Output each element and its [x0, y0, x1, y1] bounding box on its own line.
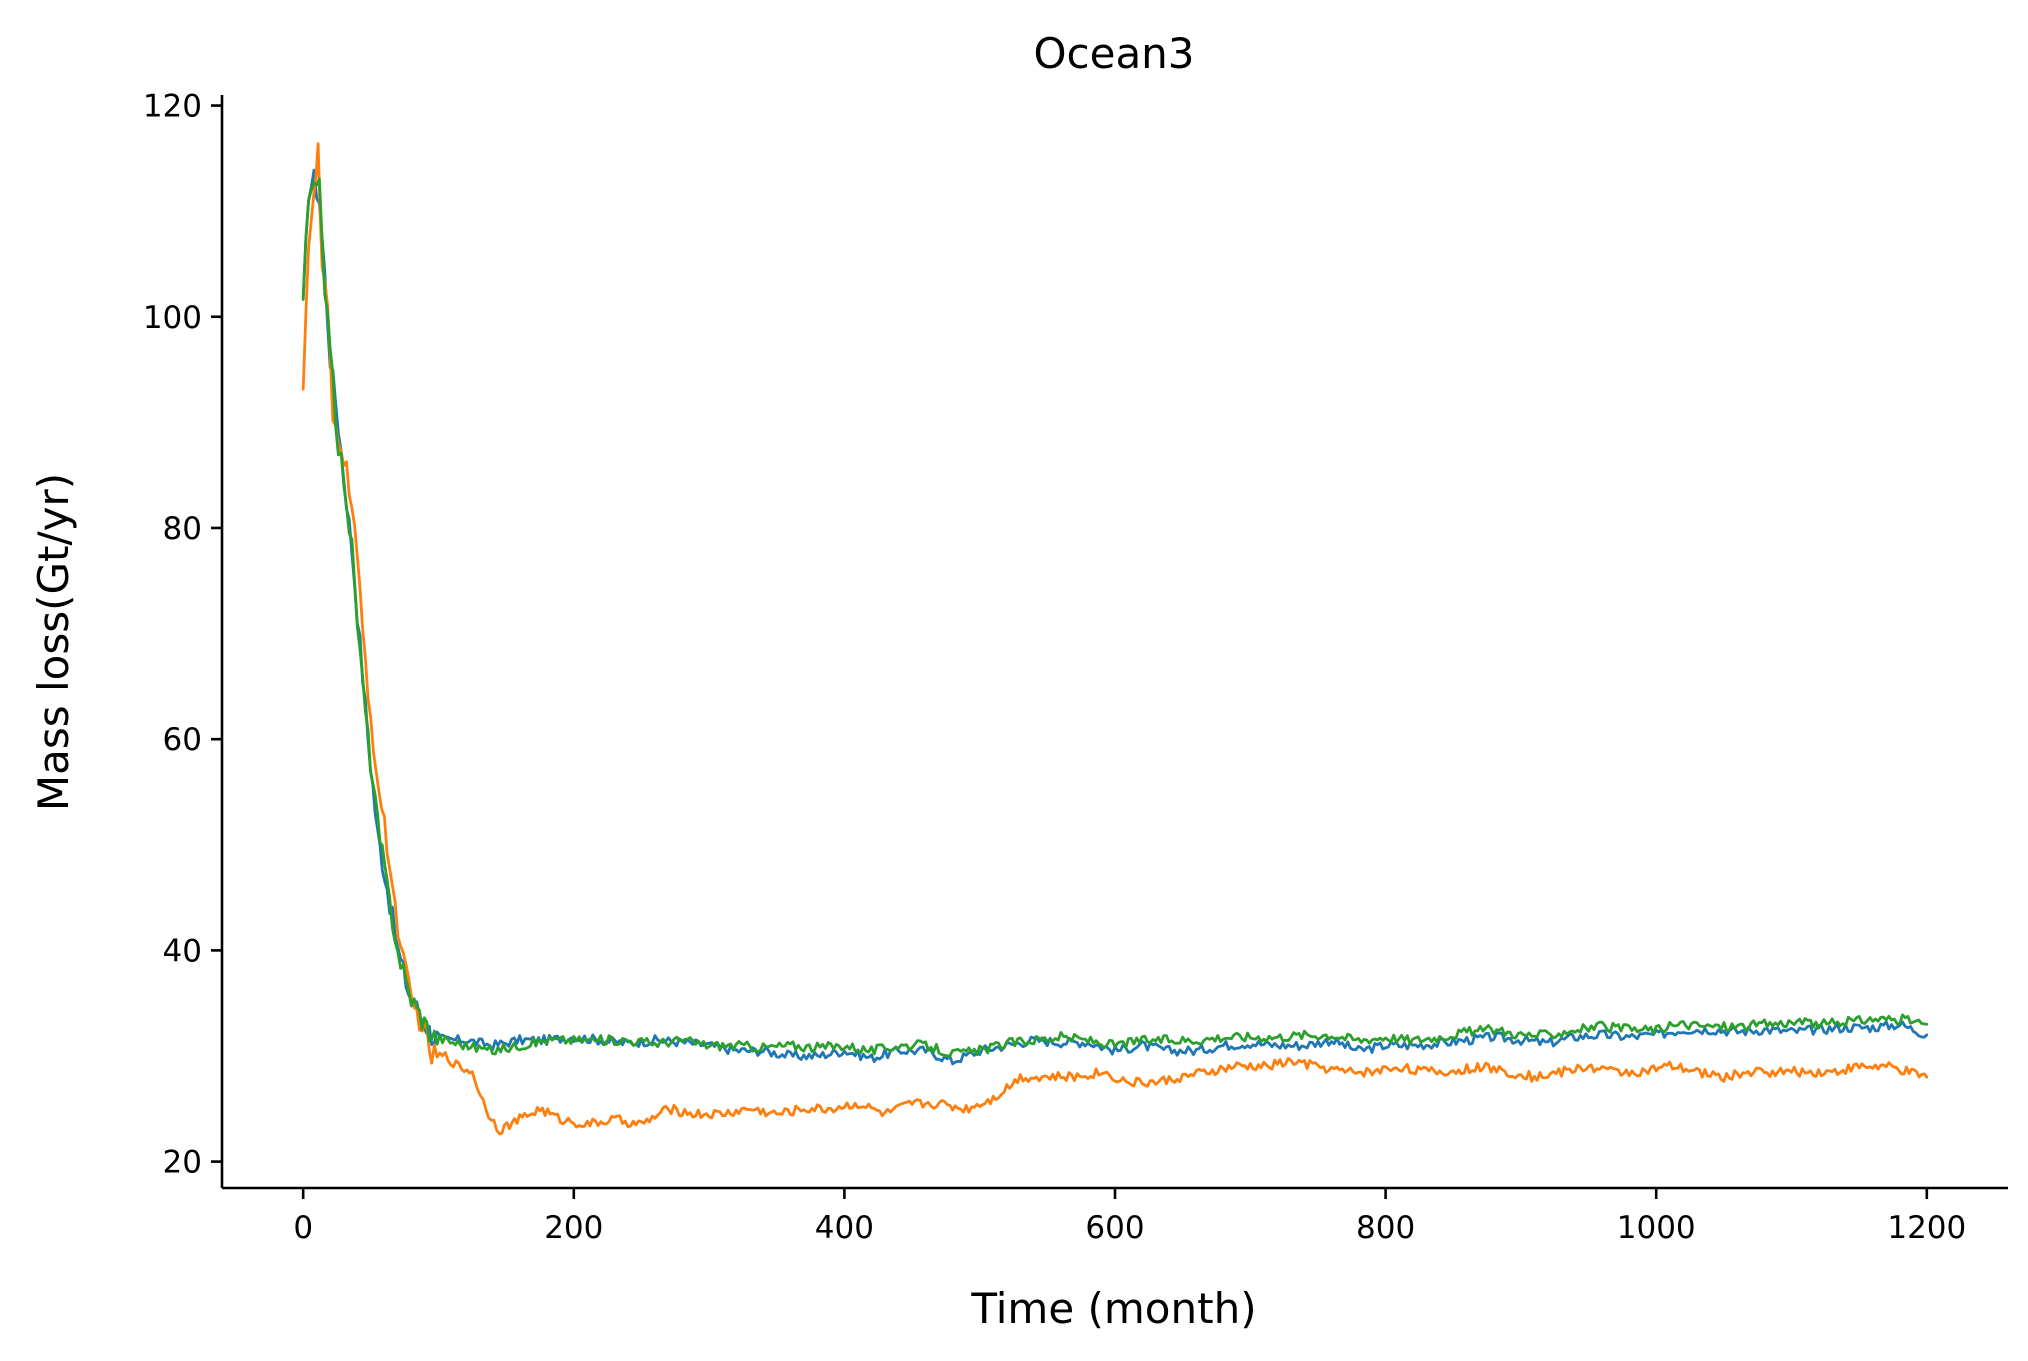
y-tick-label: 40 [163, 933, 202, 969]
x-tick-label: 0 [293, 1210, 313, 1246]
chart-title: Ocean3 [1033, 29, 1194, 78]
y-tick-label: 20 [163, 1145, 202, 1181]
x-axis-label: Time (month) [970, 1284, 1256, 1333]
x-tick-label: 1000 [1617, 1210, 1696, 1246]
series-line-2 [301, 142, 1929, 1136]
y-tick-label: 120 [143, 89, 202, 125]
x-tick-label: 400 [815, 1210, 874, 1246]
x-tick-label: 600 [1085, 1210, 1144, 1246]
x-axis-ticks: 0 200 400 600 800 1000 1200 [293, 1188, 1966, 1246]
x-tick-label: 800 [1356, 1210, 1415, 1246]
y-tick-label: 80 [163, 511, 202, 547]
y-axis-label: Mass loss(Gt/yr) [29, 473, 78, 811]
series-layer [301, 142, 1929, 1136]
x-tick-label: 200 [544, 1210, 603, 1246]
series-line-1 [301, 168, 1929, 1066]
series-line-3 [301, 177, 1929, 1058]
y-axis-ticks: 20 40 60 80 100 120 [143, 89, 222, 1181]
y-tick-label: 60 [163, 722, 202, 758]
y-tick-label: 100 [143, 300, 202, 336]
x-tick-label: 1200 [1887, 1210, 1966, 1246]
